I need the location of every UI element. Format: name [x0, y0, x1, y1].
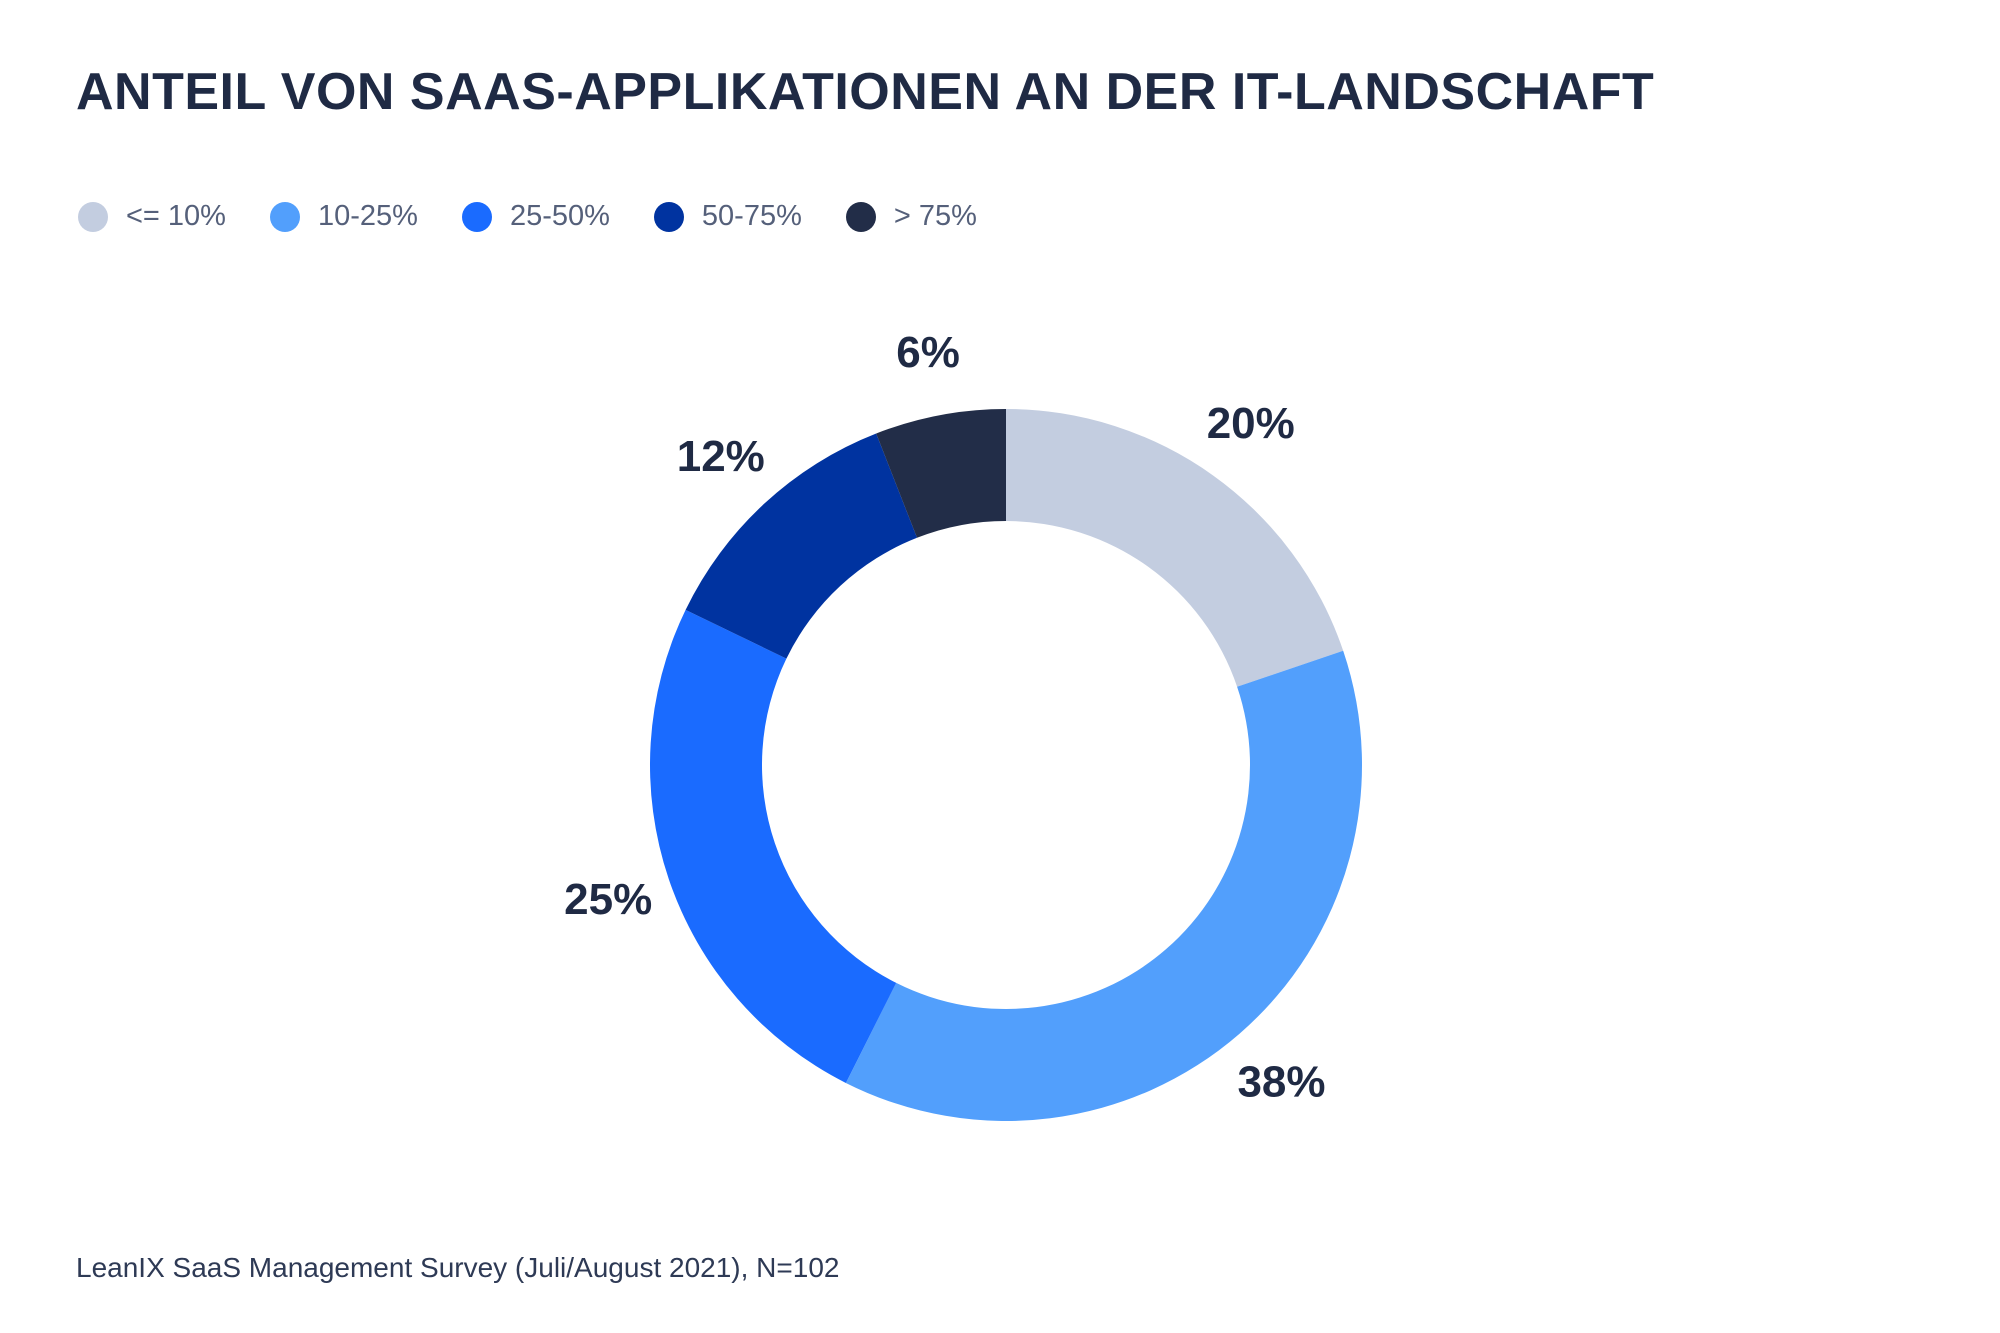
legend-swatch-le10 [78, 201, 108, 232]
legend-label-25-50: 25-50% [509, 200, 610, 232]
slice-value-label-50-75: 12% [677, 432, 765, 481]
legend-swatch-25-50 [461, 201, 492, 232]
legend-swatch-50-75 [653, 201, 684, 232]
legend-item-gt75: > 75% [845, 200, 977, 233]
chart-source-note: LeanIX SaaS Management Survey (Juli/Augu… [76, 1252, 840, 1283]
legend-swatch-10-25 [269, 201, 300, 232]
legend-item-10-25: 10-25% [269, 200, 418, 233]
donut-slice-10-25 [845, 650, 1362, 1121]
legend-item-le10: <= 10% [78, 200, 226, 233]
legend-item-50-75: 50-75% [653, 200, 802, 233]
legend-label-le10: <= 10% [126, 200, 226, 232]
legend-label-gt75: > 75% [893, 200, 977, 232]
slice-value-label-10-25: 38% [1237, 1058, 1325, 1107]
donut-slice-50-75 [685, 433, 918, 659]
slice-value-label-le10: 20% [1207, 399, 1295, 448]
slice-value-label-25-50: 25% [564, 875, 652, 924]
donut-slice-25-50 [649, 609, 897, 1083]
donut-slice-le10 [1006, 409, 1344, 687]
chart-title: ANTEIL VON SAAS-APPLIKATIONEN AN DER IT-… [76, 63, 1655, 121]
legend-label-50-75: 50-75% [701, 200, 802, 232]
slice-value-label-gt75: 6% [896, 328, 960, 377]
legend-label-10-25: 10-25% [317, 200, 418, 232]
legend-item-25-50: 25-50% [461, 200, 610, 233]
donut-slice-gt75 [876, 409, 1006, 538]
chart-legend: <= 10% 10-25% 25-50% 50-75% > 75% [78, 200, 1021, 233]
legend-swatch-gt75 [845, 201, 876, 232]
